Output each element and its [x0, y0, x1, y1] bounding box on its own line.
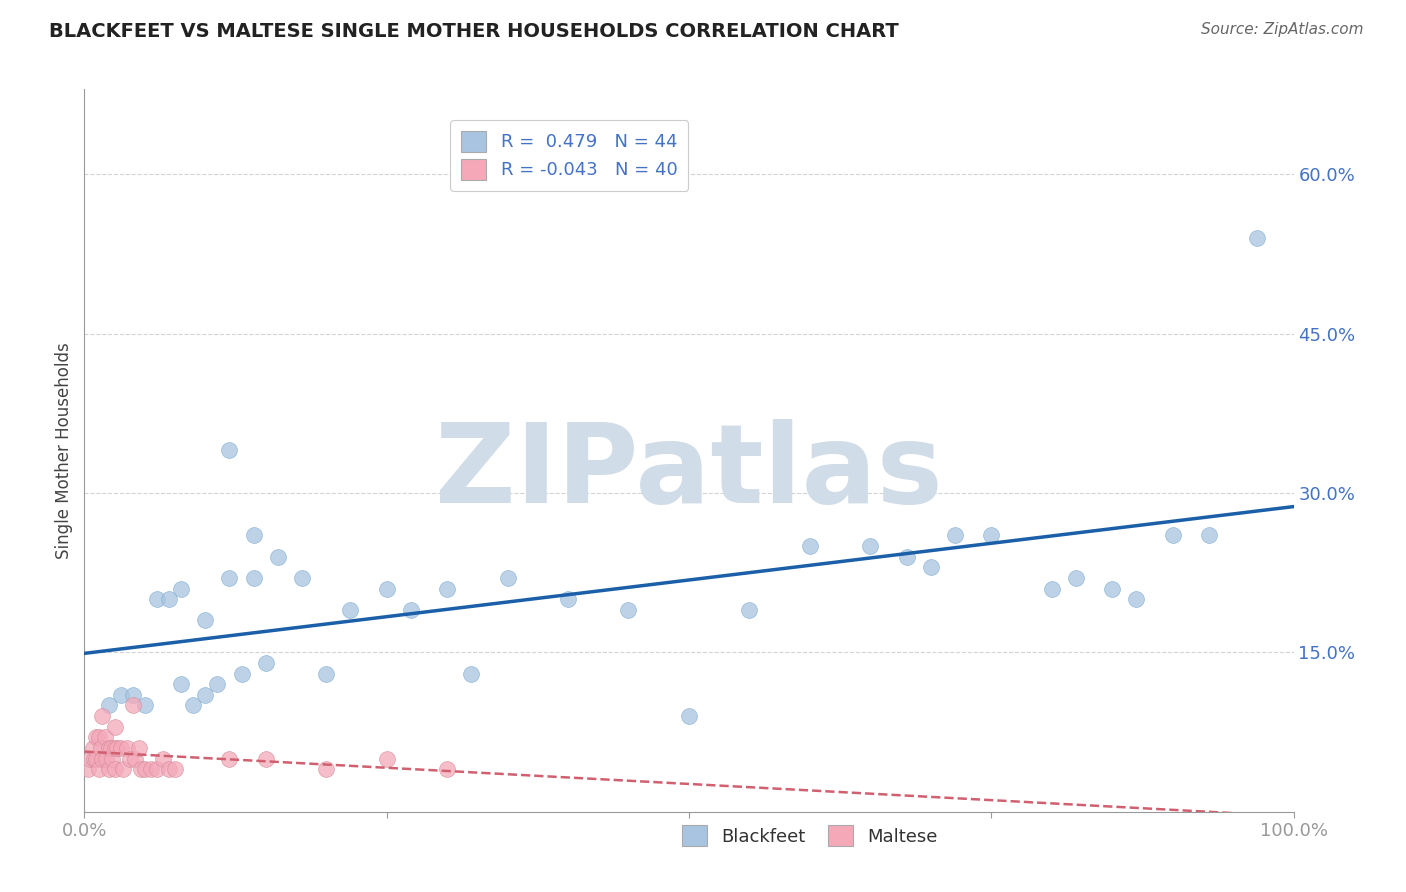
- Point: [315, 762, 337, 776]
- Point: [115, 741, 138, 756]
- Point: [496, 571, 519, 585]
- Point: [678, 709, 700, 723]
- Point: [91, 751, 114, 765]
- Point: [218, 571, 240, 585]
- Point: [86, 731, 108, 745]
- Text: ZIPatlas: ZIPatlas: [434, 418, 943, 525]
- Point: [121, 698, 143, 713]
- Point: [165, 762, 187, 776]
- Point: [254, 751, 277, 765]
- Point: [104, 720, 127, 734]
- Point: [90, 741, 112, 756]
- Point: [980, 528, 1002, 542]
- Point: [110, 741, 132, 756]
- Point: [104, 762, 127, 776]
- Point: [1161, 528, 1184, 542]
- Text: BLACKFEET VS MALTESE SINGLE MOTHER HOUSEHOLDS CORRELATION CHART: BLACKFEET VS MALTESE SINGLE MOTHER HOUSE…: [49, 22, 898, 41]
- Point: [943, 528, 966, 542]
- Point: [1246, 231, 1268, 245]
- Point: [121, 688, 143, 702]
- Text: Source: ZipAtlas.com: Source: ZipAtlas.com: [1201, 22, 1364, 37]
- Point: [170, 677, 193, 691]
- Point: [460, 666, 482, 681]
- Point: [1040, 582, 1063, 596]
- Point: [1198, 528, 1220, 542]
- Point: [181, 698, 204, 713]
- Point: [94, 731, 117, 745]
- Point: [1064, 571, 1087, 585]
- Point: [194, 688, 217, 702]
- Point: [87, 731, 110, 745]
- Point: [399, 603, 422, 617]
- Point: [129, 762, 152, 776]
- Point: [134, 698, 156, 713]
- Point: [242, 528, 264, 542]
- Point: [339, 603, 361, 617]
- Point: [267, 549, 290, 564]
- Point: [436, 582, 458, 596]
- Point: [231, 666, 253, 681]
- Point: [91, 709, 114, 723]
- Point: [738, 603, 761, 617]
- Point: [139, 762, 162, 776]
- Point: [157, 592, 180, 607]
- Point: [194, 614, 217, 628]
- Y-axis label: Single Mother Households: Single Mother Households: [55, 343, 73, 558]
- Point: [1101, 582, 1123, 596]
- Point: [77, 762, 100, 776]
- Point: [146, 762, 169, 776]
- Point: [79, 751, 101, 765]
- Point: [110, 688, 132, 702]
- Point: [920, 560, 942, 574]
- Point: [242, 571, 264, 585]
- Point: [157, 762, 180, 776]
- Point: [218, 751, 240, 765]
- Point: [104, 741, 127, 756]
- Point: [105, 741, 128, 756]
- Point: [128, 741, 150, 756]
- Point: [94, 751, 117, 765]
- Point: [170, 582, 193, 596]
- Point: [87, 762, 110, 776]
- Point: [152, 751, 174, 765]
- Point: [86, 751, 108, 765]
- Point: [97, 741, 120, 756]
- Point: [97, 762, 120, 776]
- Point: [375, 751, 398, 765]
- Point: [112, 762, 135, 776]
- Point: [896, 549, 918, 564]
- Point: [97, 698, 120, 713]
- Point: [1125, 592, 1147, 607]
- Point: [254, 656, 277, 670]
- Point: [557, 592, 579, 607]
- Point: [291, 571, 314, 585]
- Point: [120, 751, 142, 765]
- Point: [207, 677, 229, 691]
- Point: [859, 539, 882, 553]
- Point: [375, 582, 398, 596]
- Point: [134, 762, 156, 776]
- Point: [436, 762, 458, 776]
- Point: [146, 592, 169, 607]
- Point: [617, 603, 640, 617]
- Point: [799, 539, 821, 553]
- Point: [218, 443, 240, 458]
- Legend: Blackfeet, Maltese: Blackfeet, Maltese: [675, 818, 945, 854]
- Point: [82, 741, 104, 756]
- Point: [315, 666, 337, 681]
- Point: [100, 741, 122, 756]
- Point: [83, 751, 105, 765]
- Point: [124, 751, 146, 765]
- Point: [101, 751, 124, 765]
